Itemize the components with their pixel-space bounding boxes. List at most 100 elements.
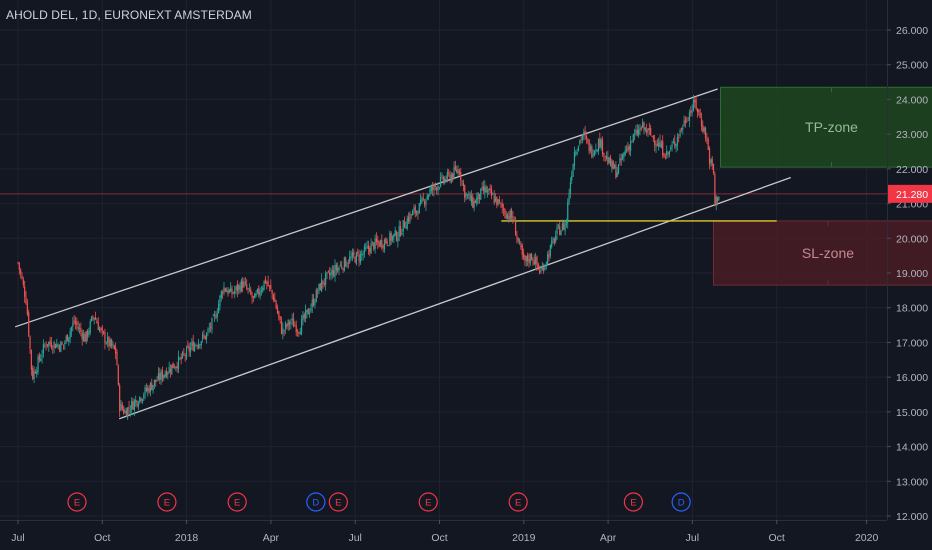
candle-body bbox=[254, 293, 256, 299]
candle-body bbox=[280, 320, 283, 334]
zone-rect[interactable] bbox=[720, 86, 932, 168]
event-circle[interactable] bbox=[157, 492, 177, 512]
time-axis[interactable]: Jul Oct 2018 Apr Jul Oct 2019 Apr Jul Oct 2020 bbox=[0, 520, 887, 544]
candle-body bbox=[699, 112, 701, 118]
candle-body bbox=[668, 151, 670, 155]
sl-zone[interactable]: SL-zone bbox=[712, 220, 932, 286]
tp-zone[interactable]: TP-zone bbox=[720, 86, 932, 168]
earnings-marker[interactable]: E bbox=[623, 492, 643, 512]
candle-body bbox=[522, 253, 525, 258]
candle-body bbox=[98, 328, 101, 331]
candle-body bbox=[531, 254, 533, 261]
candle-body bbox=[236, 284, 238, 292]
candle-body bbox=[172, 362, 174, 369]
candle-body bbox=[379, 240, 382, 246]
candle-body bbox=[608, 157, 610, 163]
candle-body bbox=[96, 320, 98, 324]
candle-body bbox=[92, 317, 94, 319]
earnings-marker[interactable]: E bbox=[157, 492, 177, 512]
candle-body bbox=[339, 264, 341, 267]
candle-body bbox=[646, 129, 648, 134]
candle-body bbox=[430, 186, 432, 192]
candle-body bbox=[518, 240, 521, 243]
candle-body bbox=[246, 284, 248, 289]
event-circle[interactable] bbox=[67, 492, 87, 512]
dividend-marker[interactable]: D bbox=[306, 492, 326, 512]
candle-body bbox=[707, 138, 709, 150]
earnings-marker[interactable]: E bbox=[227, 492, 247, 512]
candle-body bbox=[259, 292, 261, 297]
candle-body bbox=[636, 129, 638, 135]
earnings-marker[interactable]: E bbox=[418, 492, 438, 512]
candle-body bbox=[588, 139, 590, 152]
candle-body bbox=[675, 143, 677, 148]
candle-body bbox=[706, 138, 708, 140]
candle-body bbox=[278, 311, 280, 317]
candle-body bbox=[244, 282, 246, 284]
candle-body bbox=[160, 371, 162, 381]
event-circle[interactable] bbox=[328, 492, 348, 512]
candle-body bbox=[461, 180, 463, 183]
event-circle[interactable] bbox=[671, 492, 691, 512]
channel-upper-line[interactable] bbox=[14, 88, 718, 328]
candle-body bbox=[334, 265, 336, 278]
candle-body bbox=[650, 128, 652, 135]
candle-body bbox=[696, 108, 699, 113]
candle-body bbox=[389, 232, 391, 246]
candle-body bbox=[152, 385, 154, 391]
candle-body bbox=[385, 238, 387, 243]
price-tick-label: 23.000 bbox=[896, 129, 928, 141]
candle-body bbox=[580, 139, 582, 140]
event-circle[interactable] bbox=[623, 492, 643, 512]
candle-body bbox=[144, 387, 146, 395]
candle-body bbox=[226, 291, 228, 293]
candle-body bbox=[239, 285, 241, 292]
candle-body bbox=[139, 396, 141, 402]
candle-body bbox=[382, 246, 384, 248]
candle-body bbox=[498, 199, 501, 202]
price-axis[interactable]: 12.000 13.000 14.000 15.000 16.000 17.000 18.0… bbox=[887, 0, 928, 523]
event-circle[interactable] bbox=[227, 492, 247, 512]
candle-body bbox=[418, 203, 420, 214]
candle-body bbox=[105, 343, 107, 344]
candle-body bbox=[203, 335, 205, 337]
candle-body bbox=[595, 149, 597, 151]
candle-body bbox=[52, 349, 54, 351]
candle-body bbox=[151, 383, 153, 391]
candle-body bbox=[117, 365, 119, 385]
event-letter: E bbox=[335, 498, 341, 509]
candle-body bbox=[296, 330, 299, 332]
candle-body bbox=[323, 283, 325, 284]
candle-body bbox=[268, 285, 271, 287]
candle-body bbox=[351, 252, 353, 258]
candle-body bbox=[346, 264, 348, 266]
candle-body bbox=[353, 251, 355, 256]
candle-body bbox=[113, 345, 115, 349]
price-channel[interactable] bbox=[14, 88, 791, 420]
candle-body bbox=[572, 164, 574, 177]
candle-body bbox=[563, 222, 565, 230]
candle-body bbox=[684, 119, 687, 124]
candle-body bbox=[541, 267, 543, 271]
candle-body bbox=[557, 225, 559, 227]
channel-lower-line[interactable] bbox=[118, 176, 791, 420]
event-circle[interactable] bbox=[418, 492, 438, 512]
event-circle[interactable] bbox=[508, 492, 528, 512]
candle-body bbox=[302, 315, 304, 320]
candle-body bbox=[214, 314, 216, 317]
dividend-marker[interactable]: D bbox=[671, 492, 691, 512]
earnings-marker[interactable]: E bbox=[508, 492, 528, 512]
candle-body bbox=[691, 110, 693, 114]
earnings-marker[interactable]: E bbox=[328, 492, 348, 512]
candle-body bbox=[176, 366, 178, 369]
candle-body bbox=[111, 339, 113, 347]
candle-body bbox=[60, 341, 62, 352]
candle-body bbox=[258, 288, 260, 295]
earnings-marker[interactable]: E bbox=[67, 492, 87, 512]
candle-body bbox=[448, 172, 450, 174]
candle-body bbox=[477, 192, 479, 200]
candle-body bbox=[436, 187, 438, 191]
event-circle[interactable] bbox=[306, 492, 326, 512]
